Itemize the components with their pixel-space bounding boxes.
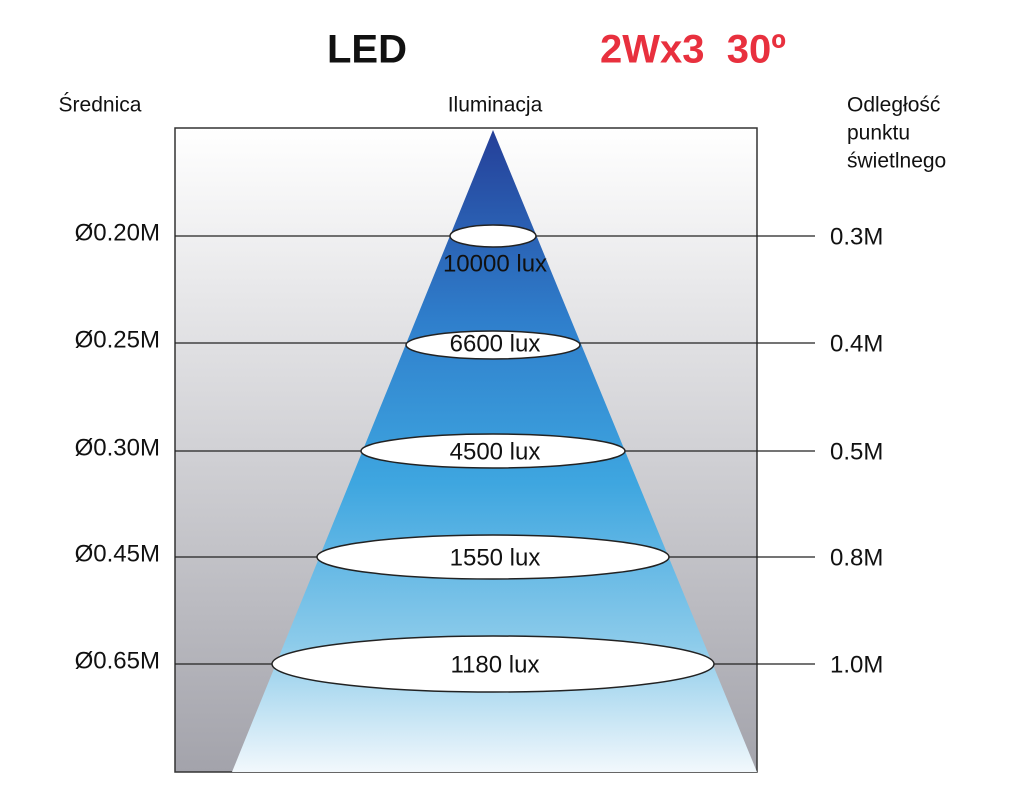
right-header: Odległość: [847, 94, 940, 117]
distance-label: 1.0M: [830, 651, 883, 678]
illumination-label: 6600 lux: [450, 330, 541, 357]
beam-spot: [449, 224, 537, 248]
beam-spot: [316, 534, 670, 580]
center-header: Iluminacja: [448, 94, 543, 117]
left-header: Średnica: [59, 93, 142, 117]
diameter-label: Ø0.30M: [75, 434, 160, 461]
beam-spot: [360, 433, 626, 469]
right-header: świetlnego: [847, 150, 946, 173]
illumination-label: 1550 lux: [450, 544, 541, 571]
diameter-label: Ø0.45M: [75, 540, 160, 567]
spec: 2Wx3 30º: [600, 28, 786, 72]
beam-spot: [271, 635, 715, 693]
illumination-label: 4500 lux: [450, 438, 541, 465]
distance-label: 0.4M: [830, 330, 883, 357]
rows: Ø0.20M 10000 lux 0.3M Ø0.25M 6600 lux 0.4M Ø0.…: [75, 219, 883, 693]
illumination-label: 10000 lux: [443, 250, 547, 277]
right-header: punktu: [847, 122, 910, 145]
illumination-label: 1180 lux: [451, 651, 540, 678]
diameter-label: Ø0.65M: [75, 647, 160, 674]
beam-spot: [405, 330, 581, 360]
diameter-label: Ø0.20M: [75, 219, 160, 246]
distance-label: 0.3M: [830, 223, 883, 250]
distance-label: 0.5M: [830, 438, 883, 465]
distance-label: 0.8M: [830, 544, 883, 571]
title: LED: [327, 28, 407, 72]
diameter-label: Ø0.25M: [75, 326, 160, 353]
